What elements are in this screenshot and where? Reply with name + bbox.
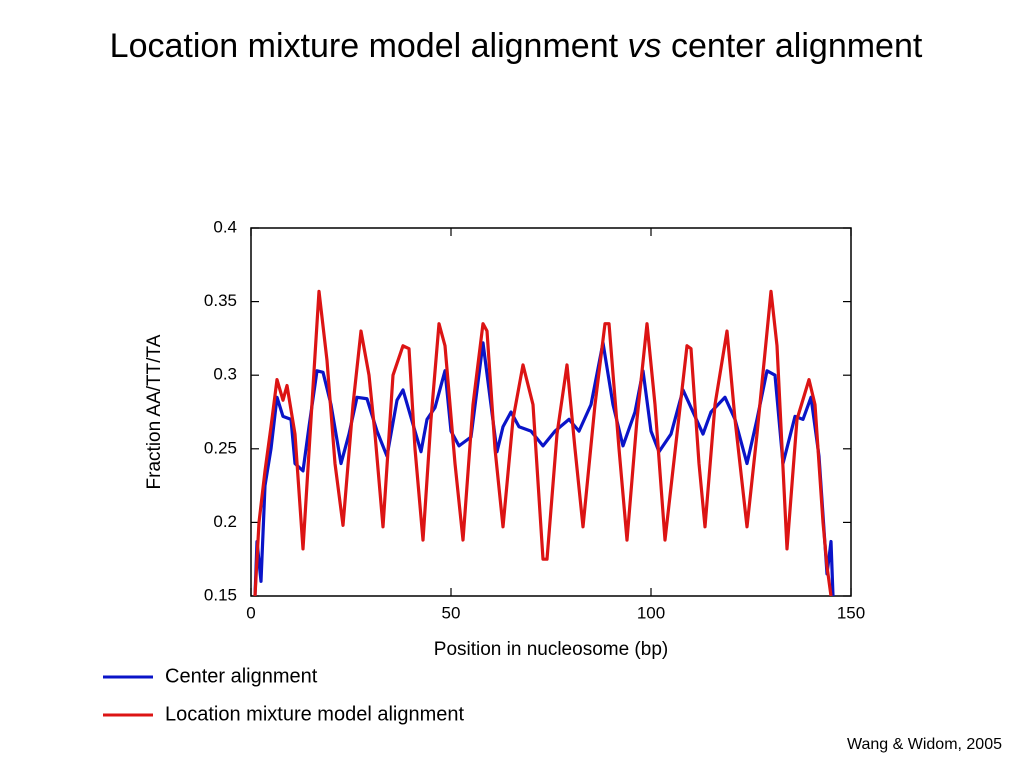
slide-title: Location mixture model alignment vs cent… — [110, 27, 923, 65]
title-part: vs — [628, 27, 662, 65]
legend-label: Center alignment — [165, 665, 318, 687]
y-tick-label: 0.4 — [213, 217, 237, 236]
plot-frame — [250, 227, 852, 597]
x-axis-label: Position in nucleosome (bp) — [434, 639, 668, 660]
title-part: Location mixture model alignment — [110, 27, 619, 65]
series-line — [253, 289, 833, 596]
y-tick-label: 0.15 — [204, 585, 237, 604]
y-tick-label: 0.25 — [204, 438, 237, 457]
series-line — [253, 341, 835, 596]
x-tick-label: 0 — [246, 603, 255, 622]
y-tick-label: 0.3 — [213, 365, 237, 384]
x-tick-label: 150 — [837, 603, 865, 622]
y-tick-label: 0.35 — [204, 291, 237, 310]
y-axis-label: Fraction AA/TT/TA — [144, 334, 165, 489]
citation: Wang & Widom, 2005 — [847, 736, 1002, 753]
legend-label: Location mixture model alignment — [165, 703, 464, 725]
x-tick-label: 50 — [442, 603, 461, 622]
y-tick-label: 0.2 — [213, 512, 237, 531]
title-part: center alignment — [671, 27, 923, 65]
x-tick-label: 100 — [637, 603, 665, 622]
